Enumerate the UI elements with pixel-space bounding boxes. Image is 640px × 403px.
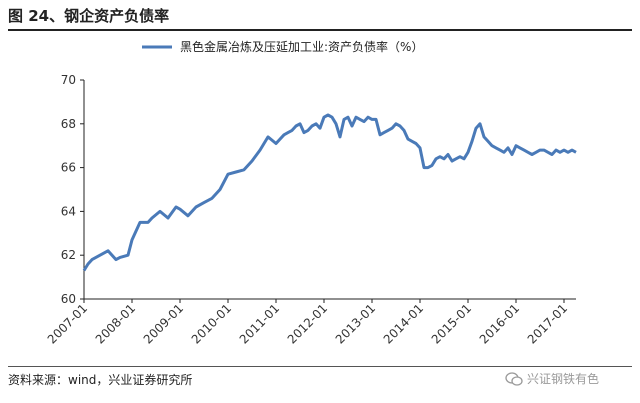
x-tick-label: 2010-01 — [189, 301, 234, 346]
watermark: 兴证钢铁有色 — [505, 370, 599, 388]
y-tick-label: 64 — [61, 204, 76, 218]
y-axis-ticks: 60 62 64 66 68 70 — [61, 73, 84, 306]
x-tick-label: 2011-01 — [237, 301, 282, 346]
x-tick-label: 2015-01 — [429, 301, 474, 346]
legend: 黑色金属冶炼及压延加工业:资产负债率（%） — [142, 39, 423, 54]
x-tick-label: 2008-01 — [93, 301, 138, 346]
x-tick-label: 2017-01 — [525, 301, 570, 346]
series-line — [82, 113, 577, 272]
x-tick-label: 2014-01 — [381, 301, 426, 346]
x-tick-label: 2016-01 — [477, 301, 522, 346]
y-tick-label: 70 — [61, 73, 76, 87]
y-tick-label: 62 — [61, 248, 76, 262]
watermark-text: 兴证钢铁有色 — [527, 372, 600, 386]
legend-label: 黑色金属冶炼及压延加工业:资产负债率（%） — [180, 39, 423, 54]
y-tick-label: 60 — [61, 292, 76, 306]
x-tick-label: 2009-01 — [141, 301, 186, 346]
source-note: 资料来源：wind，兴业证券研究所 — [8, 373, 193, 387]
x-tick-label: 2007-01 — [45, 301, 90, 346]
y-tick-label: 68 — [61, 117, 76, 131]
source-divider — [8, 366, 632, 367]
x-axis-ticks: 2007-01 2008-01 2009-01 2010-01 2011-01 2012-… — [45, 299, 570, 347]
axes — [83, 80, 576, 300]
figure-title: 图 24、钢企资产负债率 — [8, 7, 170, 25]
title-divider — [8, 29, 632, 31]
x-tick-label: 2012-01 — [285, 301, 330, 346]
y-tick-label: 66 — [61, 161, 76, 175]
wechat-icon — [505, 372, 523, 386]
x-tick-label: 2013-01 — [333, 301, 378, 346]
